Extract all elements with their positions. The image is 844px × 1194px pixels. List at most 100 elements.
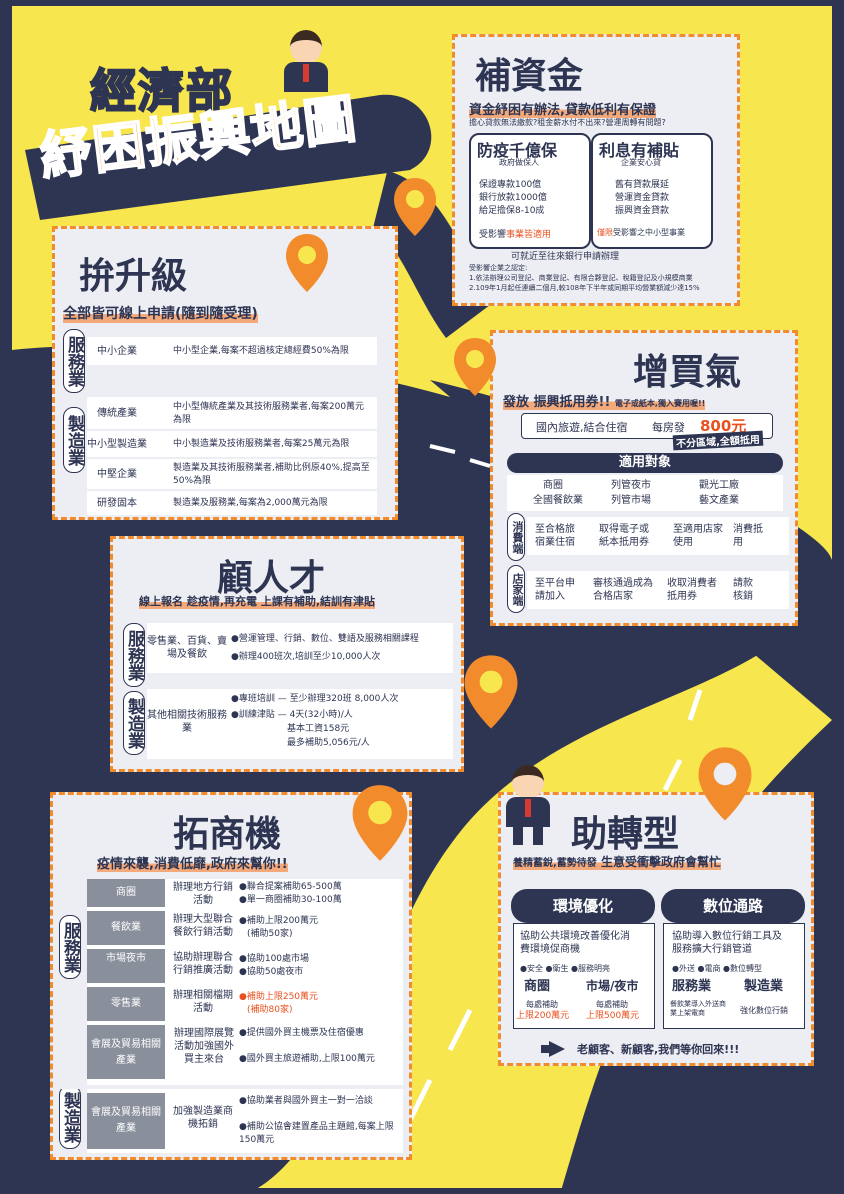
consume-box-b: 每房發 [652, 421, 685, 434]
talent-subtitle: 線上報名 趁疫情,再充電 上課有補助,結訓有津貼 [139, 593, 376, 609]
transform-env-title: 環境優化 [511, 889, 655, 923]
megaphone-icon [541, 1041, 567, 1057]
consume-consumer-step-1: 取得電子或紙本抵用券 [599, 524, 649, 548]
capital-right-foot-b: 受影響之中小型事業 [613, 228, 685, 237]
talent-svc-name: 零售業、百貨、賣場及餐飲 [147, 636, 227, 660]
transform-env-box: 協助公共環境改善優化消費環境促商機 ●安全 ●衛生 ●服務明亮 商圈 每處補助 … [513, 923, 655, 1029]
capital-note2: 2.109年1月起任連續二個月,較108年下半年或同期平均營業額減少達15% [469, 284, 700, 292]
expand-svc-label: 服務業 [59, 915, 81, 979]
consume-box-a: 國內旅遊,結合住宿 [536, 421, 628, 434]
expand-row-name: 零售業 [87, 987, 165, 1021]
consume-title: 增買氣 [633, 352, 742, 393]
capital-left-box: 防疫千億保 政府做保人 保證專款100億 銀行放款1000億 給足擔保8-10成… [469, 133, 591, 249]
mascot-avatar-bottom [503, 765, 553, 845]
consume-shop-step-0: 至平台申請加入 [535, 578, 575, 602]
consume-target-0-1: 列管夜市 [611, 480, 651, 491]
talent-card: 顧人才 線上報名 趁疫情,再充電 上課有補助,結訓有津貼 服務業 零售業、百貨、… [110, 536, 464, 772]
talent-mfg-line1: ●訓練津貼 — 4天(32小時)/人 [231, 710, 353, 720]
consume-consumer-row: 至合格旅宿業住宿 取得電子或紙本抵用券 至適用店家使用 消費抵用 [527, 517, 789, 555]
upgrade-row-desc: 製造業及服務業,每案為2,000萬元為限 [173, 498, 328, 508]
map-pin-icon [352, 785, 408, 861]
consume-box-amount: 800元 [700, 417, 747, 435]
talent-svc-label: 服務業 [123, 623, 145, 687]
talent-svc-row: 零售業、百貨、賣場及餐飲 ●營運管理、行銷、數位、雙語及服務相關課程 ●辦理40… [147, 623, 453, 673]
capital-right-box: 利息有補貼 企業安心貸 舊有貸款展延 營運資金貸款 振興資金貸款 僅限受影響之中… [591, 133, 713, 249]
upgrade-row-name: 中堅企業 [97, 469, 137, 480]
expand-subtitle: 疫情來襲,消費低靡,政府來幫你!! [97, 853, 288, 872]
transform-env-b-amt: 上限500萬元 [586, 1011, 640, 1021]
upgrade-row-desc: 中小型企業,每案不超過核定總經費50%為限 [173, 346, 349, 356]
upgrade-row-2: 中小型製造業 中小製造業及技術服務業者,每案25萬元為限 [87, 431, 377, 457]
expand-row-d1: (補助50家) [247, 929, 293, 939]
transform-digi-b-name: 製造業 [744, 979, 784, 994]
transform-env-a-note: 每處補助 [526, 1000, 558, 1009]
footer-line2: 經濟部產業競爭力發展中心 [652, 1122, 784, 1135]
transform-digi-title: 數位通路 [661, 889, 805, 923]
upgrade-row-name: 中小型製造業 [87, 439, 147, 450]
consume-target-title: 適用對象 [507, 453, 783, 473]
capital-right-sub: 企業安心貸 [621, 158, 661, 167]
capital-card: 補資金 資金紓困有辦法,貸款低利有保證 擔心貸款無法繳款?租金薪水付不出來?營運… [452, 34, 740, 306]
consume-subtitle: 發放 振興抵用券!! 電子或紙本,獨入賽用喔!! [503, 391, 706, 410]
consume-card: 增買氣 發放 振興抵用券!! 電子或紙本,獨入賽用喔!! 國內旅遊,結合住宿 每… [490, 330, 798, 626]
expand-row-act: 辦理國際展覽活動加強國外買主來台 [174, 1028, 234, 1065]
transform-title: 助轉型 [571, 814, 680, 855]
expand-title: 拓商機 [173, 814, 282, 855]
expand-row-d1: ●協助50處夜市 [239, 967, 304, 977]
transform-digi-a-name: 服務業 [672, 979, 712, 994]
expand-row-name: 市場夜市 [87, 949, 165, 983]
expand-row-d1: ●單一商圈補助30-100萬 [239, 895, 342, 905]
talent-mfg-name: 其他相關技術服務業 [147, 710, 227, 734]
capital-left-foot-b: 事業皆適用 [506, 230, 552, 240]
footer-line1: 作伙打拼!有需求請來電 [652, 1106, 768, 1119]
consume-shop-step-2: 收取消費者抵用券 [667, 578, 717, 602]
transform-subtitle: 養精蓄銳,蓄勢待發 生意受衝擊政府會幫忙 [513, 853, 722, 870]
transform-env-desc: 協助公共環境改善優化消費環境促商機 [520, 931, 630, 955]
consume-box-note: 不分區域,全額抵用 [672, 430, 764, 451]
transform-digi-desc: 協助導入數位行銷工具及服務擴大行銷管道 [672, 931, 782, 955]
upgrade-row-name: 研發固本 [97, 498, 137, 509]
expand-row-d0: ●協助業者與國外買主一對一洽談 [239, 1096, 373, 1106]
upgrade-row-name: 傳統產業 [97, 408, 137, 419]
upgrade-row-4: 研發固本 製造業及服務業,每案為2,000萬元為限 [87, 491, 377, 515]
consume-target-0-2: 觀光工廠 [699, 480, 739, 491]
expand-row-act: 協助辦理聯合行銷推廣活動 [173, 952, 233, 976]
capital-bank: 可就近至往來銀行申請辦理 [511, 252, 620, 262]
expand-row-d0: ●補助上限200萬元 [239, 916, 319, 926]
upgrade-card: 拚升級 全部皆可線上申請(隨到隨受理) 服務業 製造業 中小企業 中小型企業,每… [52, 226, 398, 520]
expand-row-name: 會展及貿易相關產業 [87, 1093, 165, 1149]
expand-row-d1: ●國外買主旅遊補助,上限100萬元 [239, 1054, 375, 1064]
expand-row-d0: ●協助100處市場 [239, 954, 310, 964]
map-pin-icon [698, 747, 752, 821]
expand-row-d0: ●聯合提案補助65-500萬 [239, 882, 342, 892]
upgrade-title: 拚升級 [79, 256, 188, 297]
transform-card: 助轉型 養精蓄銳,蓄勢待發 生意受衝擊政府會幫忙 環境優化 協助公共環境改善優化… [498, 765, 814, 1066]
expand-mfg-label: 製造業 [59, 1085, 81, 1149]
expand-row-name: 商圈 [87, 879, 165, 907]
talent-svc-line0: ●營運管理、行銷、數位、雙語及服務相關課程 [231, 634, 419, 644]
consume-subtitle-a: 發放 振興抵用券!! [503, 395, 611, 410]
expand-row-name: 會展及貿易相關產業 [87, 1025, 165, 1079]
talent-mfg-line0: ●專班培訓 — 至少辦理320班 8,000人次 [231, 694, 399, 704]
capital-note0: 受影響企業之認定: [469, 264, 528, 272]
capital-left-foot: 受影響事業皆適用 [479, 227, 551, 240]
capital-right-title: 利息有補貼 [599, 141, 680, 160]
capital-left-line2: 銀行放款1000億 [479, 193, 547, 203]
upgrade-table: 中小企業 中小型企業,每案不超過核定總經費50%為限 傳統產業 中小型傳統產業及… [87, 337, 377, 515]
transform-digi-b-note: 強化數位行銷 [740, 1006, 788, 1015]
talent-svc-line1: ●辦理400班次,培訓至少10,000人次 [231, 652, 381, 662]
transform-env-b-note: 每處補助 [596, 1000, 628, 1009]
expand-row-act: 加強製造業商機拓銷 [173, 1106, 233, 1130]
map-pin-icon [454, 338, 496, 396]
footer-line3: 0800-000-257 [652, 1136, 738, 1149]
talent-title: 顧人才 [217, 558, 326, 599]
transform-env-a-name: 商圈 [524, 979, 551, 994]
upgrade-row-0: 中小企業 中小型企業,每案不超過核定總經費50%為限 [87, 337, 377, 365]
talent-mfg-row: 其他相關技術服務業 ●專班培訓 — 至少辦理320班 8,000人次 ●訓練津貼… [147, 689, 453, 759]
map-pin-icon [394, 178, 436, 236]
upgrade-row-desc: 中小型傳統產業及其技術服務業者,每案200萬元為限 [173, 402, 365, 425]
transform-env-tags: ●安全 ●衛生 ●服務明亮 [520, 964, 611, 973]
header-line1: 經濟部 [89, 63, 234, 119]
